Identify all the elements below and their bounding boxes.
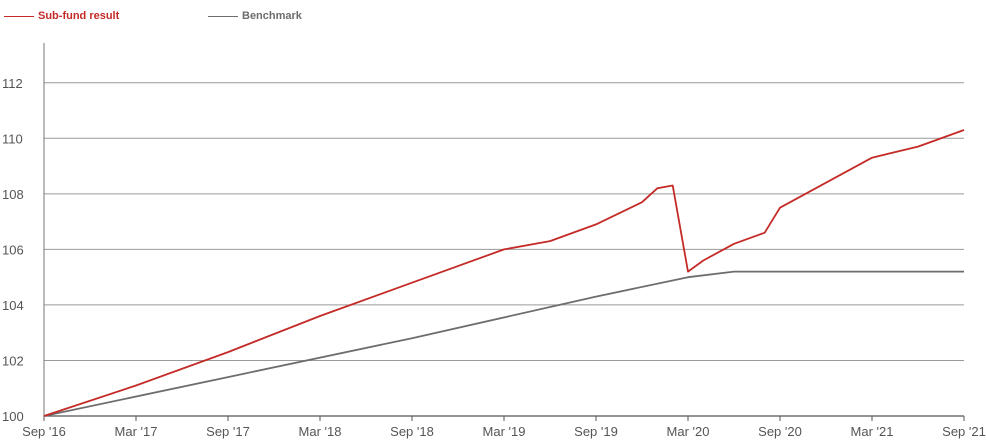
y-tick-label-106: 106: [2, 242, 24, 257]
y-tick-label-112: 112: [2, 76, 23, 91]
x-tick-label-4: Sep '18: [390, 424, 434, 439]
legend-swatch-benchmark: [208, 15, 238, 17]
series-line-benchmark: [43, 270, 964, 417]
x-tick-label-9: Mar '21: [851, 424, 894, 439]
y-tick-label-100: 100: [2, 409, 24, 424]
x-tick-label-0: Sep '16: [22, 424, 66, 439]
x-tick-label-6: Sep '19: [574, 424, 618, 439]
legend: Sub-fund result Benchmark: [0, 6, 986, 26]
x-tick-label-3: Mar '18: [299, 424, 342, 439]
legend-label-sub-fund-result: Sub-fund result: [38, 10, 120, 22]
x-tick-label-10: Sep '21: [942, 424, 986, 439]
x-tick-label-5: Mar '19: [483, 424, 526, 439]
x-tick-label-7: Mar '20: [667, 424, 710, 439]
legend-item-sub-fund-result: Sub-fund result: [4, 6, 119, 26]
legend-item-benchmark: Benchmark: [208, 6, 302, 26]
y-tick-label-102: 102: [2, 353, 24, 368]
x-tick-label-8: Sep '20: [758, 424, 802, 439]
y-tick-label-104: 104: [2, 298, 24, 313]
y-tick-label-110: 110: [2, 131, 23, 146]
x-tick-label-2: Sep '17: [206, 424, 250, 439]
x-tick-label-1: Mar '17: [115, 424, 158, 439]
y-tick-label-108: 108: [2, 187, 24, 202]
legend-swatch-sub-fund-result: [4, 15, 34, 17]
legend-label-benchmark: Benchmark: [242, 10, 302, 22]
series-line-sub-fund-result: [43, 129, 965, 417]
